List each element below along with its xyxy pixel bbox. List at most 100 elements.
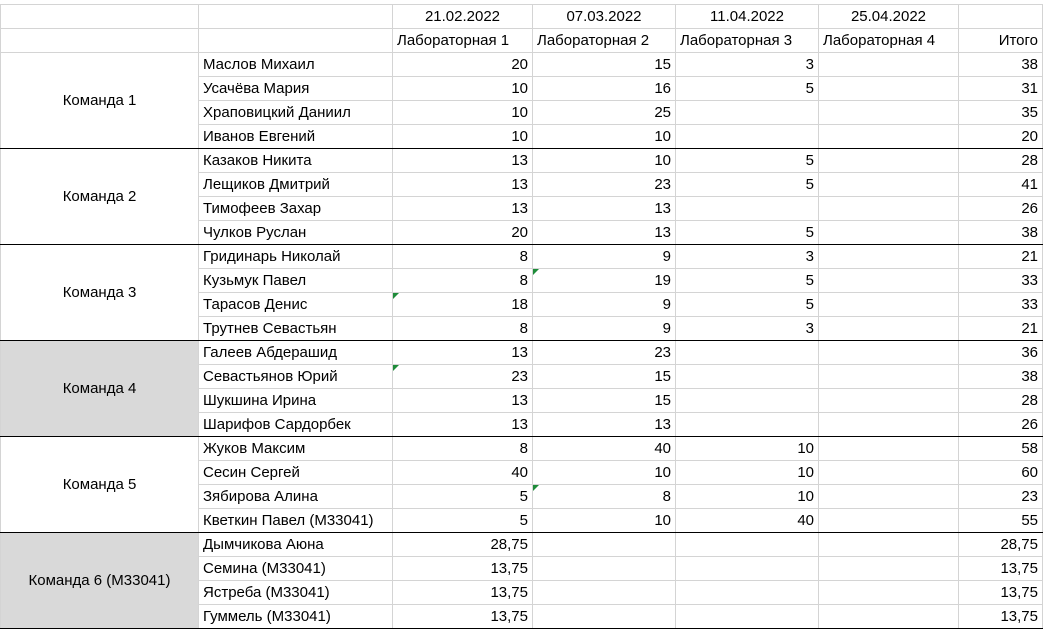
score-cell[interactable] — [675, 604, 819, 629]
score-cell[interactable]: 3 — [675, 244, 819, 269]
student-name-cell[interactable]: Кветкин Павел (М33041) — [198, 508, 393, 533]
score-cell[interactable]: 23 — [532, 340, 676, 365]
empty-cell[interactable] — [958, 4, 1043, 29]
score-cell[interactable]: 5 — [675, 148, 819, 173]
student-name-cell[interactable]: Гуммель (М33041) — [198, 604, 393, 629]
score-cell[interactable]: 13 — [392, 388, 533, 413]
score-cell[interactable] — [532, 580, 676, 605]
student-name-cell[interactable]: Зябирова Алина — [198, 484, 393, 509]
total-cell[interactable]: 36 — [958, 340, 1043, 365]
total-cell[interactable]: 33 — [958, 292, 1043, 317]
student-name-cell[interactable]: Казаков Никита — [198, 148, 393, 173]
score-cell[interactable]: 10 — [675, 484, 819, 509]
total-cell[interactable]: 26 — [958, 412, 1043, 437]
student-name-cell[interactable]: Галеев Абдерашид — [198, 340, 393, 365]
score-cell[interactable]: 16 — [532, 76, 676, 101]
date-cell[interactable]: 25.04.2022 — [818, 4, 959, 29]
score-cell[interactable]: 5 — [675, 220, 819, 245]
score-cell[interactable] — [818, 364, 959, 389]
score-cell[interactable]: 8 — [392, 268, 533, 293]
total-cell[interactable]: 21 — [958, 316, 1043, 341]
score-cell[interactable] — [818, 220, 959, 245]
total-cell[interactable]: 58 — [958, 436, 1043, 461]
score-cell[interactable]: 13 — [392, 148, 533, 173]
score-cell[interactable]: 5 — [675, 268, 819, 293]
score-cell[interactable]: 10 — [392, 124, 533, 149]
score-cell[interactable] — [675, 364, 819, 389]
student-name-cell[interactable]: Сесин Сергей — [198, 460, 393, 485]
score-cell[interactable]: 19 — [532, 268, 676, 293]
total-cell[interactable]: 13,75 — [958, 556, 1043, 581]
score-cell[interactable]: 10 — [392, 76, 533, 101]
score-cell[interactable] — [818, 460, 959, 485]
score-cell[interactable]: 13 — [532, 412, 676, 437]
score-cell[interactable]: 20 — [392, 52, 533, 77]
total-cell[interactable]: 33 — [958, 268, 1043, 293]
score-cell[interactable] — [818, 268, 959, 293]
student-name-cell[interactable]: Лещиков Дмитрий — [198, 172, 393, 197]
student-name-cell[interactable]: Семина (М33041) — [198, 556, 393, 581]
team-name-cell[interactable]: Команда 3 — [0, 244, 199, 341]
team-name-cell[interactable]: Команда 6 (М33041) — [0, 532, 199, 629]
score-cell[interactable] — [818, 340, 959, 365]
total-cell[interactable]: 13,75 — [958, 580, 1043, 605]
lab-header-cell[interactable]: Лабораторная 3 — [675, 28, 819, 53]
student-name-cell[interactable]: Гридинарь Николай — [198, 244, 393, 269]
score-cell[interactable]: 18 — [392, 292, 533, 317]
score-cell[interactable]: 28,75 — [392, 532, 533, 557]
score-cell[interactable] — [818, 508, 959, 533]
score-cell[interactable]: 25 — [532, 100, 676, 125]
score-cell[interactable]: 15 — [532, 52, 676, 77]
score-cell[interactable]: 13 — [392, 412, 533, 437]
score-cell[interactable]: 15 — [532, 388, 676, 413]
score-cell[interactable]: 5 — [392, 484, 533, 509]
student-name-cell[interactable]: Дымчикова Аюна — [198, 532, 393, 557]
student-name-cell[interactable]: Чулков Руслан — [198, 220, 393, 245]
team-name-cell[interactable]: Команда 2 — [0, 148, 199, 245]
score-cell[interactable] — [675, 412, 819, 437]
empty-cell[interactable] — [198, 28, 393, 53]
score-cell[interactable] — [818, 292, 959, 317]
student-name-cell[interactable]: Иванов Евгений — [198, 124, 393, 149]
score-cell[interactable] — [818, 124, 959, 149]
score-cell[interactable] — [818, 148, 959, 173]
score-cell[interactable]: 10 — [532, 508, 676, 533]
score-cell[interactable] — [818, 100, 959, 125]
score-cell[interactable]: 5 — [392, 508, 533, 533]
score-cell[interactable]: 10 — [675, 460, 819, 485]
student-name-cell[interactable]: Кузьмук Павел — [198, 268, 393, 293]
score-cell[interactable]: 23 — [532, 172, 676, 197]
score-cell[interactable] — [818, 196, 959, 221]
total-cell[interactable]: 21 — [958, 244, 1043, 269]
score-cell[interactable]: 20 — [392, 220, 533, 245]
score-cell[interactable]: 10 — [532, 124, 676, 149]
score-cell[interactable]: 40 — [392, 460, 533, 485]
score-cell[interactable]: 23 — [392, 364, 533, 389]
score-cell[interactable]: 10 — [532, 148, 676, 173]
score-cell[interactable]: 10 — [532, 460, 676, 485]
student-name-cell[interactable]: Шукшина Ирина — [198, 388, 393, 413]
score-cell[interactable] — [818, 604, 959, 629]
score-cell[interactable]: 5 — [675, 76, 819, 101]
score-cell[interactable]: 10 — [675, 436, 819, 461]
total-cell[interactable]: 35 — [958, 100, 1043, 125]
score-cell[interactable]: 8 — [392, 244, 533, 269]
score-cell[interactable]: 9 — [532, 316, 676, 341]
total-cell[interactable]: 31 — [958, 76, 1043, 101]
score-cell[interactable] — [818, 388, 959, 413]
student-name-cell[interactable]: Трутнев Севастьян — [198, 316, 393, 341]
student-name-cell[interactable]: Тарасов Денис — [198, 292, 393, 317]
lab-header-cell[interactable]: Лабораторная 1 — [392, 28, 533, 53]
empty-cell[interactable] — [198, 4, 393, 29]
total-cell[interactable]: 26 — [958, 196, 1043, 221]
score-cell[interactable] — [818, 580, 959, 605]
student-name-cell[interactable]: Шарифов Сардорбек — [198, 412, 393, 437]
score-cell[interactable]: 40 — [532, 436, 676, 461]
empty-cell[interactable] — [0, 4, 199, 29]
score-cell[interactable]: 8 — [532, 484, 676, 509]
score-cell[interactable] — [675, 340, 819, 365]
score-cell[interactable]: 40 — [675, 508, 819, 533]
score-cell[interactable] — [532, 604, 676, 629]
student-name-cell[interactable]: Усачёва Мария — [198, 76, 393, 101]
total-cell[interactable]: 23 — [958, 484, 1043, 509]
